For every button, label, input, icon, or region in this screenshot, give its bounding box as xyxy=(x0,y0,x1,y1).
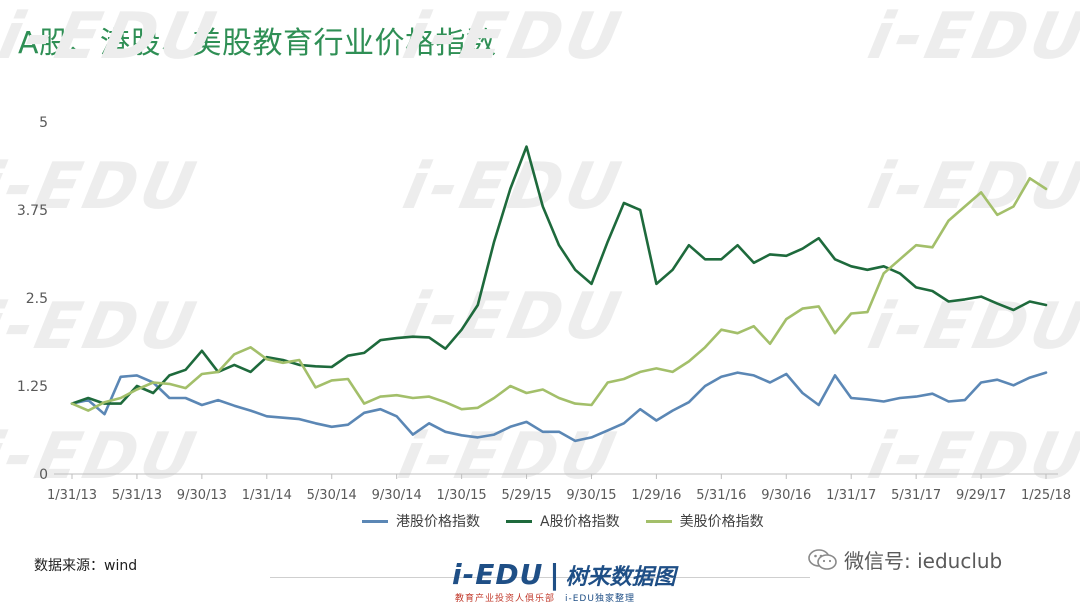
y-tick-label: 3.75 xyxy=(17,203,48,219)
brand-logo: i-EDU | 树来数据图 xyxy=(452,558,676,591)
footer-divider xyxy=(270,577,810,578)
x-tick-label: 1/31/14 xyxy=(242,488,292,503)
series-line-us xyxy=(70,177,1048,412)
x-tick-label: 5/31/13 xyxy=(112,488,162,503)
brand-tagline-blue: i-EDU独家整理 xyxy=(565,594,635,604)
y-tick-label: 1.25 xyxy=(17,379,48,395)
series-line-hk xyxy=(70,371,1048,443)
brand-tagline-red: 教育产业投资人俱乐部 xyxy=(455,594,556,604)
wechat-icon xyxy=(808,548,838,572)
brand-logo-sub: 树来数据图 xyxy=(565,564,676,590)
x-tick-label: 9/30/16 xyxy=(761,488,811,503)
x-tick-label: 1/31/13 xyxy=(47,488,97,503)
legend-item-us: 美股价格指数 xyxy=(645,511,764,531)
x-tick-label: 1/30/15 xyxy=(437,488,487,503)
wechat-label: 微信号: ieduclub xyxy=(844,549,1003,573)
x-tick-label: 9/30/13 xyxy=(177,488,227,503)
series-line-a xyxy=(70,145,1048,405)
x-tick-label: 5/30/14 xyxy=(307,488,357,503)
x-tick-label: 9/30/15 xyxy=(566,488,616,503)
legend-swatch-hk xyxy=(362,519,388,523)
legend-swatch-us xyxy=(645,519,672,523)
x-tick-label: 5/29/15 xyxy=(501,488,551,503)
chart-legend: 港股价格指数 A股价格指数 美股价格指数 xyxy=(362,511,764,531)
chart-series xyxy=(70,145,1048,443)
legend-swatch-a xyxy=(506,519,532,523)
x-tick-label: 1/29/16 xyxy=(631,488,681,503)
y-tick-label: 0 xyxy=(39,467,48,483)
chart-axes: 0 1.25 2.5 3.75 5 1/31/13 5/31/13 9/30/13 1/31/1… xyxy=(17,115,1071,503)
brand-logo-separator: | xyxy=(549,558,560,591)
y-tick-label: 5 xyxy=(39,115,48,131)
x-tick-label: 9/30/14 xyxy=(372,488,422,503)
chart-title: A股、港股、美股教育行业价格指数 xyxy=(18,26,497,61)
y-tick-label: 2.5 xyxy=(26,291,48,307)
data-source: 数据来源：wind xyxy=(34,558,138,574)
legend-item-hk: 港股价格指数 xyxy=(362,511,480,531)
legend-item-a: A股价格指数 xyxy=(506,511,620,531)
brand-logo-main: i-EDU xyxy=(452,558,544,591)
x-tick-label: 5/31/17 xyxy=(891,488,941,503)
legend-label-a: A股价格指数 xyxy=(540,514,620,530)
legend-label-us: 美股价格指数 xyxy=(679,514,764,530)
x-tick-label: 1/25/18 xyxy=(1021,488,1071,503)
x-tick-label: 5/31/16 xyxy=(696,488,746,503)
x-tick-label: 9/29/17 xyxy=(956,488,1006,503)
x-tick-label: 1/31/17 xyxy=(826,488,876,503)
wechat-id: 微信号: ieduclub xyxy=(808,545,1002,574)
legend-label-hk: 港股价格指数 xyxy=(396,514,480,530)
